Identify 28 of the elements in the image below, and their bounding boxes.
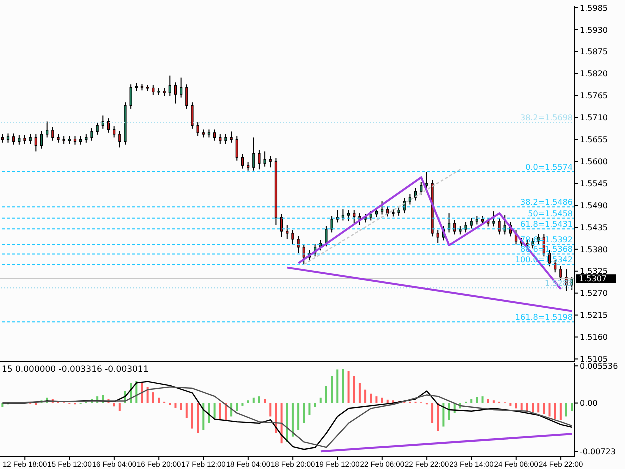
y-tick-label: 1.5655 [580, 136, 608, 145]
y-tick-label: 1.5875 [580, 48, 608, 57]
y-tick-label: 1.5490 [580, 201, 608, 210]
y-tick-label: 1.5545 [580, 179, 608, 188]
y-tick-label: 0.00 [580, 399, 598, 408]
y-tick-label: 0.005536 [580, 362, 618, 371]
chart-title: 15 0.000000 -0.003316 -0.003011 [2, 365, 149, 375]
ref-line-label: 0.0=1.5574 [526, 163, 573, 172]
y-tick-label: 1.5985 [580, 4, 608, 13]
y-tick-label: 1.5710 [580, 114, 608, 123]
ref-line-label: 38.2=1.5486 [520, 198, 573, 208]
y-tick-label: 1.5765 [580, 92, 608, 101]
ref-line-label: 1.5307 [579, 274, 607, 284]
ref-line-label: 38.2=1.5698 [520, 114, 573, 123]
y-tick-label: 1.5435 [580, 223, 608, 232]
y-tick-label: 1.5105 [580, 355, 608, 364]
ref-line-label: 161.8=1.5198 [515, 313, 573, 322]
y-tick-label: 1.5325 [580, 267, 608, 276]
y-tick-label: 1.5930 [580, 26, 608, 35]
y-tick-label: 1.5380 [580, 245, 608, 254]
ref-line-label: 61.8=1.5431 [520, 220, 573, 230]
y-tick-label: -0.00723 [580, 448, 616, 457]
y-tick-label: 1.5160 [580, 333, 608, 342]
y-tick-label: 1.5270 [580, 289, 608, 298]
y-tick-label: 1.5820 [580, 70, 608, 79]
y-tick-label: 1.5215 [580, 311, 608, 320]
y-tick-label: 1.5600 [580, 157, 608, 166]
ref-line-label: 50=1.5458 [528, 209, 573, 218]
